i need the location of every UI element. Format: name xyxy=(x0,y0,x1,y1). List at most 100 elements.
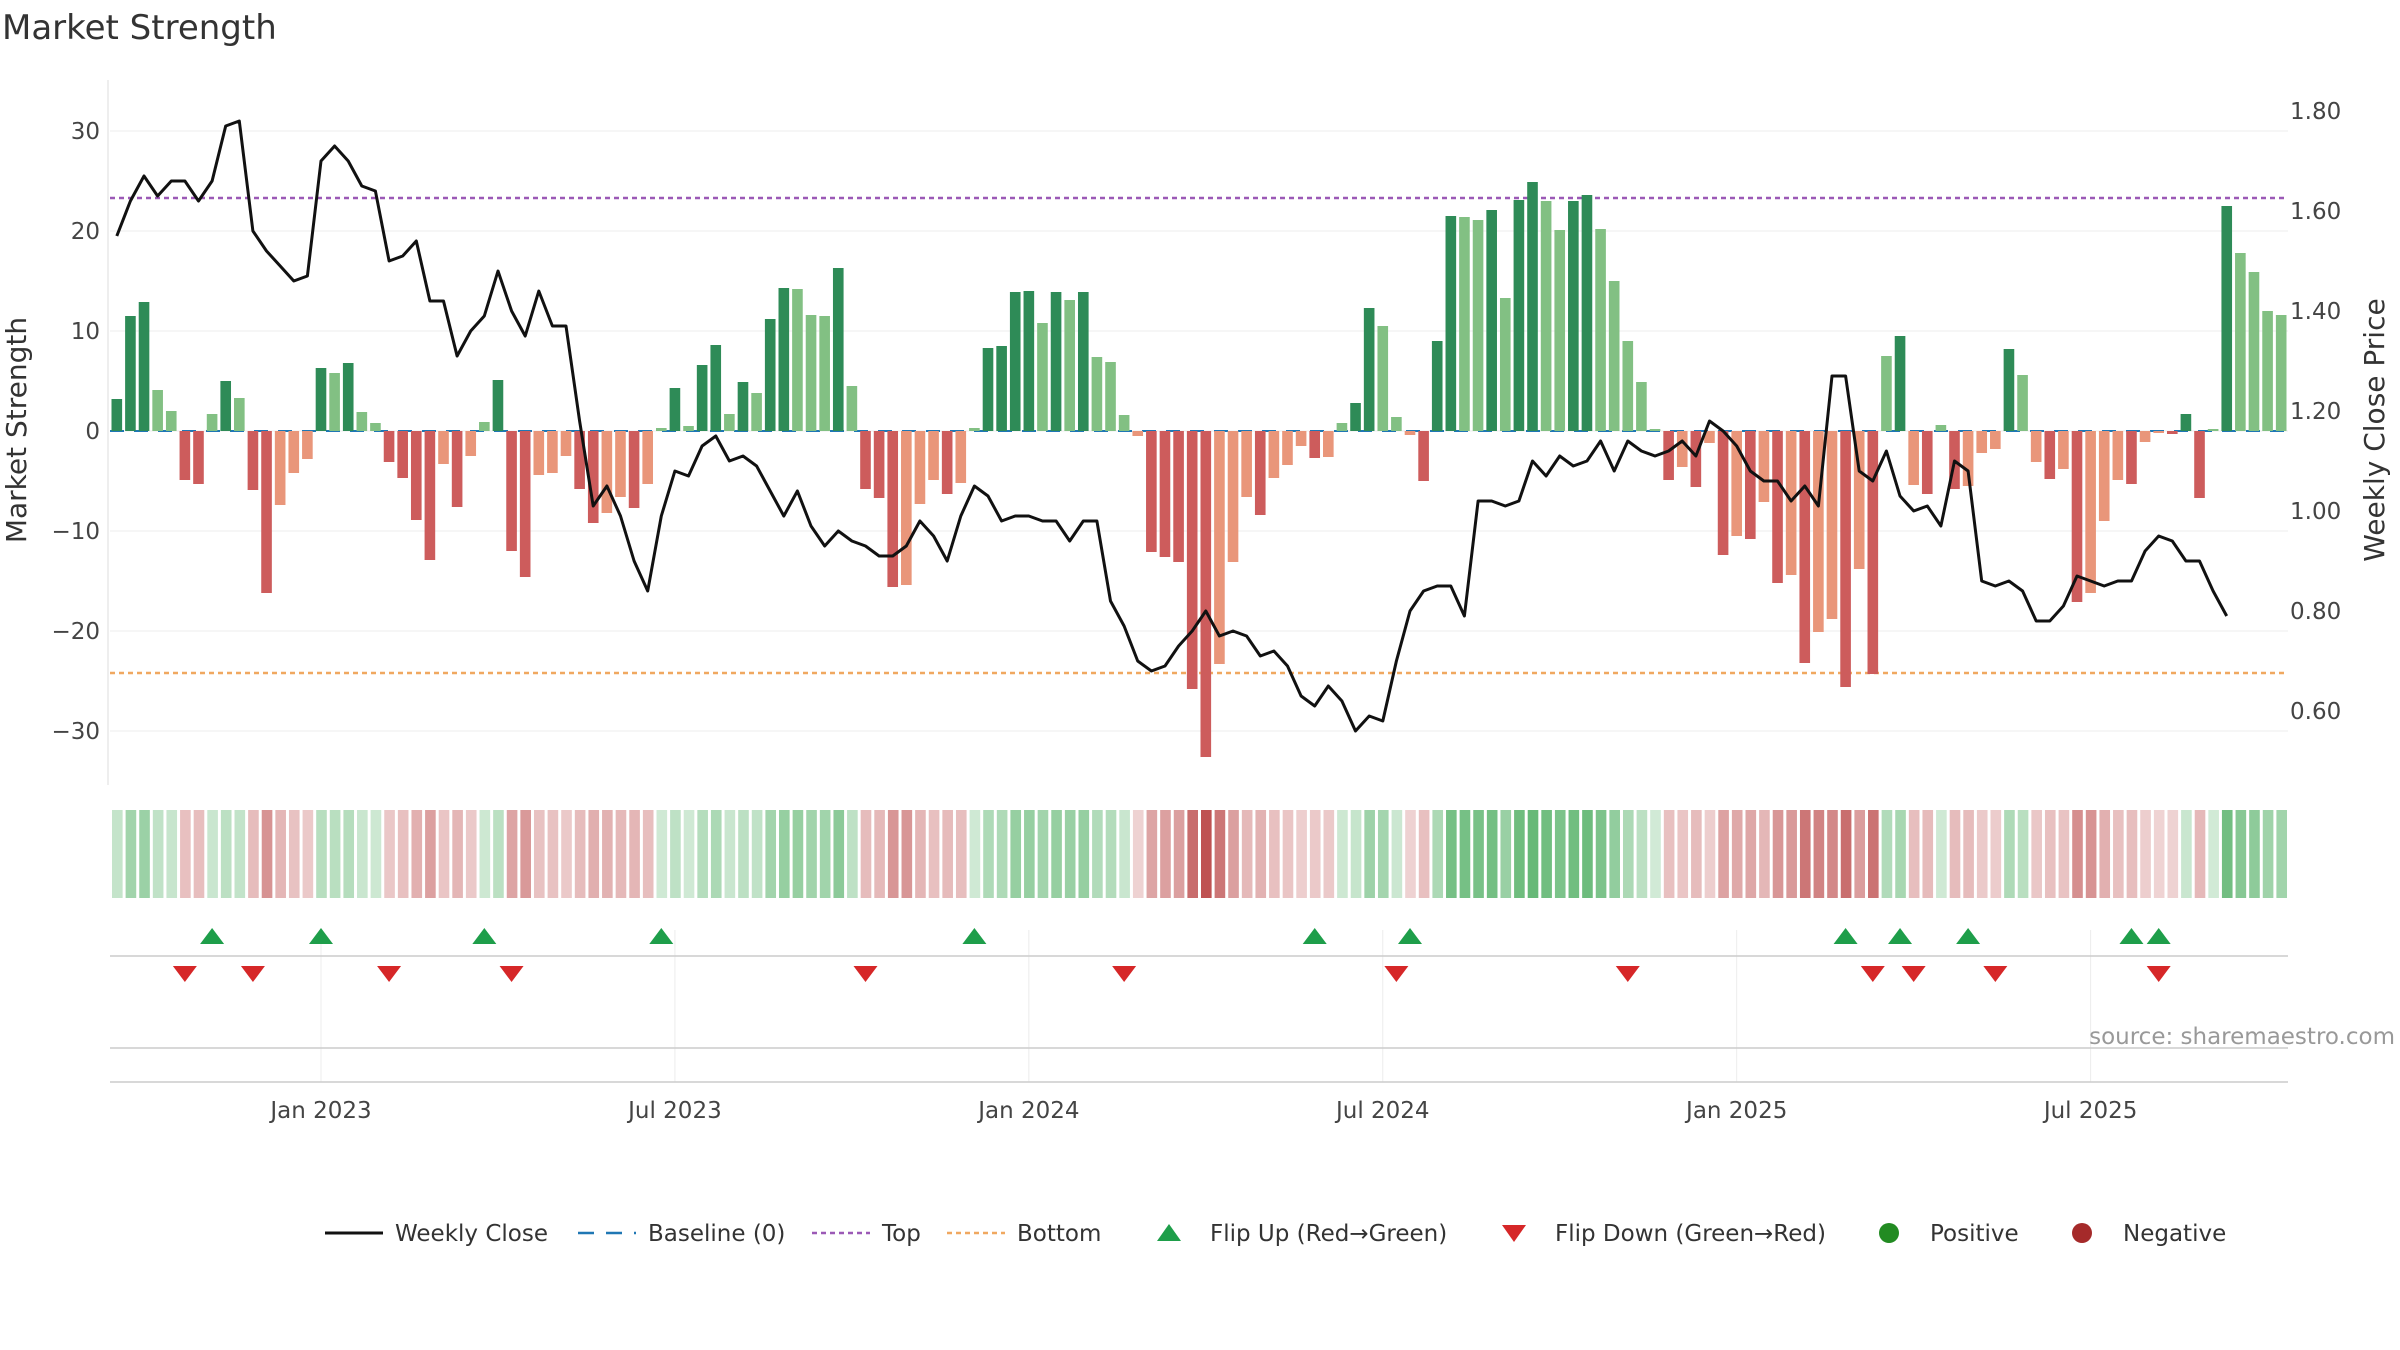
strength-bar-155 xyxy=(2221,206,2233,431)
heat-cell-59 xyxy=(915,810,926,898)
strength-bar-21 xyxy=(397,431,408,478)
legend-label-1: Baseline (0) xyxy=(648,1221,785,1247)
strength-bar-81 xyxy=(1214,431,1225,664)
y-tick-label-3: 0 xyxy=(85,419,100,445)
strength-bar-35 xyxy=(587,431,599,523)
strength-bar-78 xyxy=(1173,431,1184,562)
strength-bar-72 xyxy=(1091,357,1103,431)
heat-cell-53 xyxy=(833,810,845,898)
heat-cell-64 xyxy=(983,810,994,898)
heat-cell-23 xyxy=(425,810,436,898)
heat-cell-73 xyxy=(1105,810,1117,898)
y2-tick-label-2: 1.40 xyxy=(2290,299,2341,325)
heat-cell-128 xyxy=(1854,810,1866,898)
strength-bar-13 xyxy=(288,431,300,473)
strength-bar-11 xyxy=(261,431,272,593)
strength-bar-117 xyxy=(1704,431,1715,443)
strength-bar-146 xyxy=(2098,431,2110,521)
heat-cell-135 xyxy=(1949,810,1961,898)
heat-cell-80 xyxy=(1201,810,1212,898)
strength-bar-88 xyxy=(1309,431,1321,458)
strength-bar-87 xyxy=(1295,431,1307,446)
heat-cell-142 xyxy=(2044,810,2056,898)
flip-down-marker-7 xyxy=(1615,966,1640,982)
heat-cell-68 xyxy=(1037,810,1049,898)
flip-up-marker-2 xyxy=(472,928,497,944)
flip-down-marker-4 xyxy=(853,966,878,982)
strength-bar-6 xyxy=(193,431,204,484)
strength-bar-31 xyxy=(533,431,545,475)
heat-cell-102 xyxy=(1500,810,1512,898)
strength-bar-32 xyxy=(547,431,558,473)
heat-cell-39 xyxy=(642,810,654,898)
strength-bar-116 xyxy=(1690,431,1702,487)
strength-bar-141 xyxy=(2030,431,2042,462)
heat-cell-30 xyxy=(520,810,531,898)
strength-bar-113 xyxy=(1649,429,1661,431)
heat-cell-151 xyxy=(2167,810,2179,898)
strength-bar-112 xyxy=(1636,382,1647,431)
strength-bar-121 xyxy=(1758,431,1770,502)
strength-bar-126 xyxy=(1826,431,1838,619)
heat-cell-76 xyxy=(1146,810,1158,898)
flip-down-marker-0 xyxy=(172,966,197,982)
heat-cell-3 xyxy=(152,810,164,898)
strength-bar-104 xyxy=(1527,182,1538,431)
strength-bar-130 xyxy=(1881,356,1892,431)
heat-cell-131 xyxy=(1895,810,1906,898)
heat-cell-110 xyxy=(1609,810,1620,898)
heat-cell-108 xyxy=(1582,810,1593,898)
strength-bar-44 xyxy=(710,345,722,431)
strength-bar-3 xyxy=(152,390,163,431)
heat-cell-32 xyxy=(547,810,559,898)
strength-bar-142 xyxy=(2044,431,2056,479)
heat-cell-37 xyxy=(615,810,627,898)
heat-cell-15 xyxy=(316,810,327,898)
strength-bar-102 xyxy=(1499,298,1511,431)
strength-bar-105 xyxy=(1540,201,1552,431)
heat-cell-8 xyxy=(220,810,232,898)
strength-bar-27 xyxy=(479,422,490,431)
heat-cell-154 xyxy=(2208,810,2219,898)
strength-bar-52 xyxy=(819,316,830,431)
strength-bar-62 xyxy=(955,431,967,483)
strength-bar-16 xyxy=(329,373,340,431)
flip-down-marker-3 xyxy=(499,966,524,982)
heat-cell-93 xyxy=(1377,810,1389,898)
heat-cell-6 xyxy=(193,810,205,898)
heat-cell-137 xyxy=(1976,810,1988,898)
flip-down-marker-10 xyxy=(1983,966,2008,982)
legend-label-3: Bottom xyxy=(1017,1221,1101,1247)
heat-cell-18 xyxy=(357,810,368,898)
y2-tick-label-6: 0.60 xyxy=(2290,699,2341,725)
heat-cell-2 xyxy=(139,810,150,898)
y-tick-label-5: −20 xyxy=(51,619,100,645)
strength-bar-149 xyxy=(2139,431,2151,442)
heat-cell-122 xyxy=(1772,810,1784,898)
strength-bar-43 xyxy=(696,365,708,431)
heat-cell-143 xyxy=(2058,810,2070,898)
strength-bar-20 xyxy=(383,431,395,462)
weekly-close-polyline xyxy=(115,119,2229,733)
grid-lines xyxy=(107,80,2288,1083)
heat-cell-106 xyxy=(1554,810,1566,898)
strength-bar-151 xyxy=(2166,431,2178,434)
strength-bar-40 xyxy=(655,428,667,431)
strength-bar-99 xyxy=(1459,217,1470,431)
heat-cell-50 xyxy=(792,810,804,898)
strength-bar-59 xyxy=(914,431,926,504)
heat-cell-31 xyxy=(533,810,545,898)
heat-cell-150 xyxy=(2153,810,2165,898)
strength-bar-118 xyxy=(1717,431,1729,555)
heat-cell-111 xyxy=(1622,810,1634,898)
strength-bars xyxy=(111,182,2287,757)
legend-swatch-positive xyxy=(1879,1223,1899,1243)
strength-bar-93 xyxy=(1377,326,1389,431)
heat-cell-52 xyxy=(819,810,831,898)
strength-bar-58 xyxy=(901,431,912,585)
y-tick-label-0: 30 xyxy=(71,119,100,145)
heat-cell-65 xyxy=(996,810,1008,898)
flip-up-marker-3 xyxy=(649,928,674,944)
heat-cell-146 xyxy=(2099,810,2111,898)
y2-tick-label-5: 0.80 xyxy=(2290,599,2341,625)
